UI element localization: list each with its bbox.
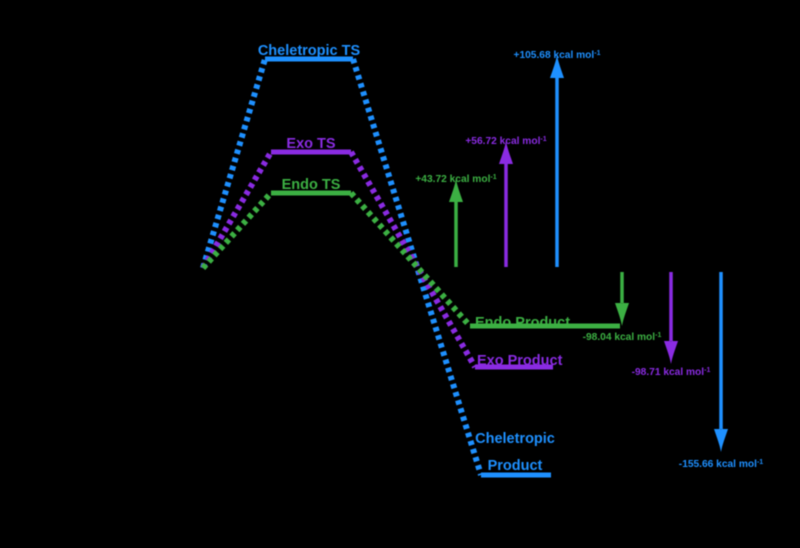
svg-text:Cheletropic: Cheletropic (475, 431, 555, 447)
svg-text:-98.04 kcal mol-1: -98.04 kcal mol-1 (583, 332, 662, 344)
svg-text:-155.66 kcal mol-1: -155.66 kcal mol-1 (679, 459, 763, 471)
svg-text:Cheletropic TS: Cheletropic TS (258, 43, 361, 59)
svg-text:+56.72 kcal mol-1: +56.72 kcal mol-1 (465, 136, 546, 148)
svg-text:+43.72 kcal mol-1: +43.72 kcal mol-1 (415, 174, 496, 186)
svg-text:-98.71 kcal mol-1: -98.71 kcal mol-1 (632, 367, 711, 379)
svg-text:Product: Product (488, 458, 543, 474)
svg-text:Exo Product: Exo Product (477, 353, 563, 369)
svg-text:Endo Product: Endo Product (475, 315, 570, 331)
svg-text:Exo TS: Exo TS (286, 136, 335, 152)
svg-text:Endo TS: Endo TS (282, 177, 341, 193)
svg-text:+105.68 kcal mol-1: +105.68 kcal mol-1 (514, 50, 601, 62)
